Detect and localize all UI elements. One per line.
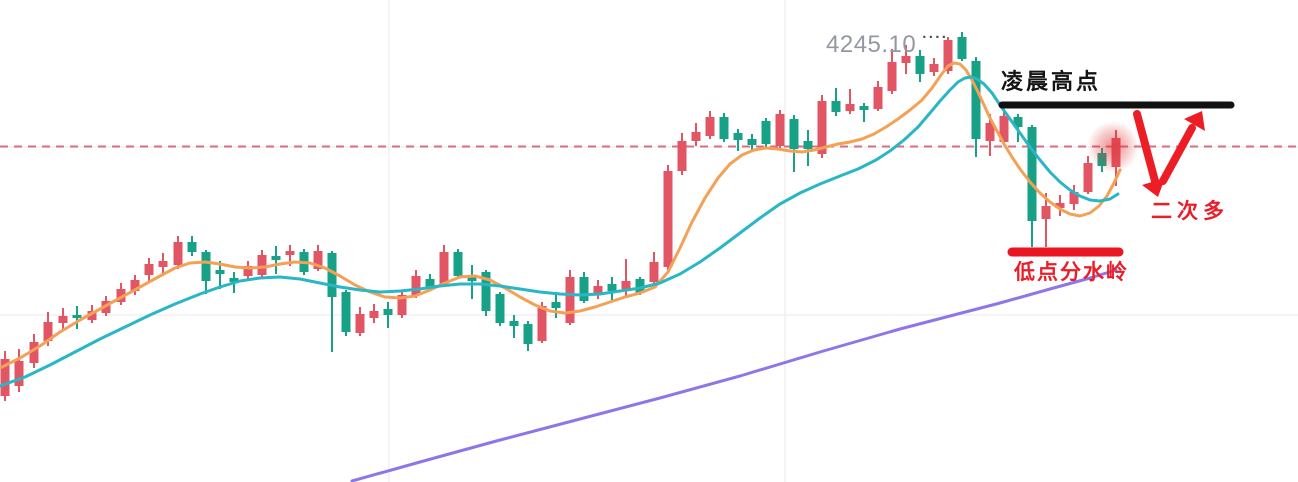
arrow-up-head-icon (1184, 111, 1205, 131)
candle (58, 308, 68, 329)
price-value: 4245.10 (826, 31, 917, 58)
candle (173, 236, 183, 269)
candle (929, 58, 939, 76)
candle (887, 49, 897, 94)
candle (719, 113, 729, 142)
candle (523, 321, 533, 351)
candle (453, 249, 463, 279)
candle (1069, 185, 1079, 210)
candle (705, 111, 715, 139)
candle (130, 275, 140, 295)
candle (1055, 195, 1065, 216)
candle (733, 129, 743, 151)
candle (1083, 156, 1093, 194)
candle (0, 351, 10, 401)
candle (158, 253, 168, 276)
candle (341, 290, 351, 336)
candle (201, 250, 211, 294)
candles-layer (0, 32, 1121, 401)
candle (1041, 193, 1051, 247)
price-label: 4245.10 ···· (826, 29, 948, 59)
glow-marker[interactable] (1087, 121, 1139, 173)
candle (915, 50, 925, 82)
candle (243, 261, 253, 279)
candle (803, 130, 813, 166)
candle (355, 307, 365, 336)
candle (383, 302, 393, 328)
candle (831, 88, 841, 116)
candle (72, 306, 82, 329)
candle (789, 115, 799, 172)
candle (859, 103, 869, 122)
price-dots-icon: ···· (922, 29, 949, 46)
arrow-down-shaft (1133, 110, 1159, 185)
candle (116, 283, 126, 305)
candle (663, 165, 673, 270)
arrow-up-shaft (1159, 124, 1196, 185)
candle (593, 280, 603, 299)
ma-fast-line (0, 61, 1122, 370)
candle (271, 246, 281, 274)
candle (873, 81, 883, 111)
arrow-down-head-icon (1142, 178, 1165, 197)
candle (215, 261, 225, 289)
candle (509, 315, 519, 338)
candle (761, 118, 771, 147)
candle (649, 252, 659, 284)
morning-high-label[interactable]: 凌晨高点 (1001, 69, 1102, 95)
candle (845, 89, 855, 114)
candle (901, 45, 911, 74)
second-long-label[interactable]: 二次多 (1151, 198, 1229, 223)
v-arrow[interactable] (1133, 110, 1205, 197)
candle (691, 123, 701, 146)
candle (565, 270, 575, 325)
ma-long-line (350, 268, 1118, 482)
candle (14, 349, 24, 392)
candle (607, 277, 617, 301)
candle (369, 304, 379, 323)
candle (467, 265, 477, 299)
candle (747, 134, 757, 152)
candle (439, 245, 449, 287)
candle (411, 270, 421, 298)
candle (144, 258, 154, 281)
candle (999, 109, 1009, 144)
candle (677, 133, 687, 175)
candle (327, 251, 337, 352)
candle (957, 32, 967, 61)
candle (257, 250, 267, 278)
candle (775, 110, 785, 149)
candle (495, 292, 505, 326)
low-watershed-label[interactable]: 低点分水岭 (1014, 259, 1129, 284)
candle (579, 272, 589, 303)
candle (971, 57, 981, 157)
ma-slow-line (0, 75, 1120, 388)
candle (187, 236, 197, 256)
candle (551, 292, 561, 318)
